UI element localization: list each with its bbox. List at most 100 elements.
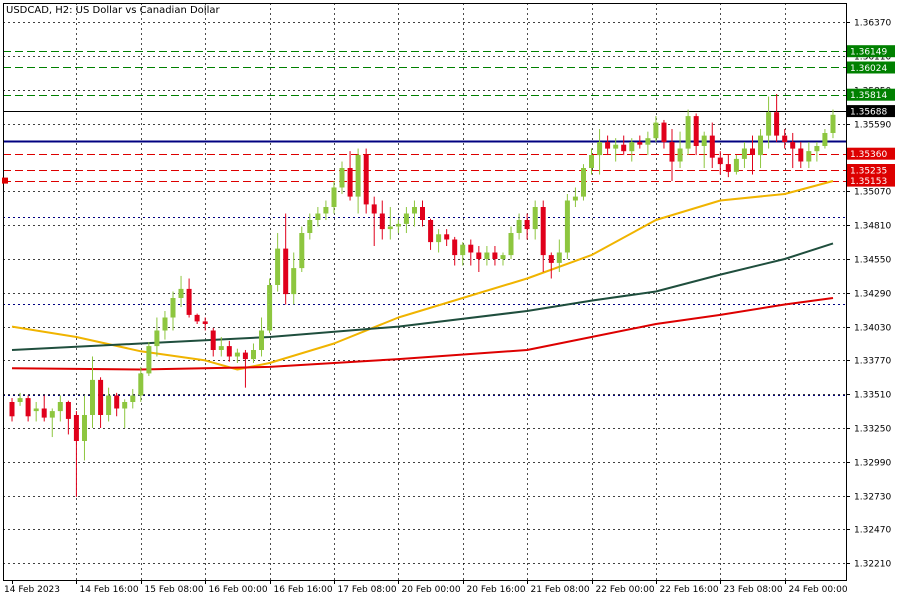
candle-body [637,142,643,145]
candle-body [251,350,256,360]
candle-body [589,155,594,168]
candle-body [564,200,570,253]
candle-body [693,116,699,146]
candle-body [17,398,23,402]
candle-bullish [218,336,224,357]
candle-bullish [17,392,23,406]
candle-body [581,168,586,197]
candle-body [371,204,377,214]
candle-bullish [57,395,63,422]
candle-bullish [106,387,112,422]
candle-bullish [564,194,570,260]
price-label-text: 1.36024 [850,64,887,74]
candle-bullish [572,187,578,208]
price-label-text: 1.36149 [850,48,887,58]
candle-body [275,248,281,285]
candle-bullish [170,291,176,331]
y-tick-label: 1.36110 [854,53,891,63]
candle-body [387,226,393,230]
candle-body [484,252,490,259]
candle-bullish [130,388,136,409]
candle-bearish [202,317,208,331]
x-tick-label: 17 Feb 08:00 [338,585,397,595]
candle-bullish [436,229,442,253]
candle-body [33,408,39,412]
candle-bullish [677,131,683,169]
candle-body [90,379,95,415]
candle-bearish [194,313,200,324]
candle-body [500,255,506,259]
candle-bullish [814,142,820,162]
candle-bearish [347,151,353,201]
x-tick-label: 22 Feb 16:00 [660,585,719,595]
candle-bullish [259,317,264,357]
candle-bearish [379,200,385,240]
candle-body [315,213,321,220]
candle-body [323,207,329,214]
price-label-text: 1.35360 [850,150,887,160]
candle-bullish [146,342,152,376]
candle-body [468,244,474,253]
candle-bullish [154,317,160,357]
candle-bullish [597,129,603,175]
candle-body [733,158,739,172]
grid-lines [3,3,846,580]
candle-body [259,330,264,350]
candle-body [82,415,87,441]
candle-body [766,112,772,136]
candle-body [218,346,224,350]
candle-body [613,144,619,149]
candle-bearish [717,151,723,175]
candle-body [154,330,160,347]
candle-bullish [460,242,466,266]
candle-body [758,135,763,156]
y-tick-label: 1.34810 [854,222,891,232]
candle-body [492,252,498,259]
candle-bearish [750,135,755,175]
candle-bearish [25,395,31,422]
candle-bearish [725,155,731,178]
candle-body [436,234,442,243]
candle-body [790,142,796,149]
candle-body [283,248,289,295]
candle-body [621,144,627,152]
price-label-text: 1.35814 [850,91,887,101]
moving-average-line [11,242,834,351]
candle-body [709,135,715,158]
y-tick-label: 1.36370 [854,19,891,29]
y-tick-label: 1.32990 [854,459,891,469]
candle-body [41,408,47,418]
candle-body [597,142,603,156]
candle-body [653,122,659,139]
candle-body [299,233,305,269]
y-tick-label: 1.32730 [854,493,891,503]
candle-bullish [556,239,562,273]
x-tick-label: 15 Feb 08:00 [145,585,204,595]
candle-body [452,239,458,256]
candle-body [774,112,780,136]
candle-bullish [331,181,337,214]
x-tick-label: 23 Feb 08:00 [724,585,783,595]
candle-bearish [476,246,482,273]
candle-bullish [387,207,393,240]
candle-body [677,148,683,162]
y-tick-label: 1.33510 [854,391,891,401]
candle-bearish [226,340,232,362]
candle-body [524,220,530,230]
candle-bullish [178,275,184,308]
y-tick-label: 1.33250 [854,425,891,435]
candle-bullish [162,310,168,340]
x-tick-label: 16 Feb 00:00 [209,585,268,595]
candle-body [339,168,345,188]
price-label-box [847,164,895,176]
candle-bearish [283,213,289,305]
candle-bullish [701,131,707,169]
candle-body [508,233,514,256]
candle-bearish [41,395,47,422]
candle-bullish [403,207,409,234]
candle-body [476,252,482,259]
candle-body [242,352,248,360]
candle-body [379,213,385,230]
candle-bullish [49,408,55,438]
candle-bearish [661,119,667,149]
